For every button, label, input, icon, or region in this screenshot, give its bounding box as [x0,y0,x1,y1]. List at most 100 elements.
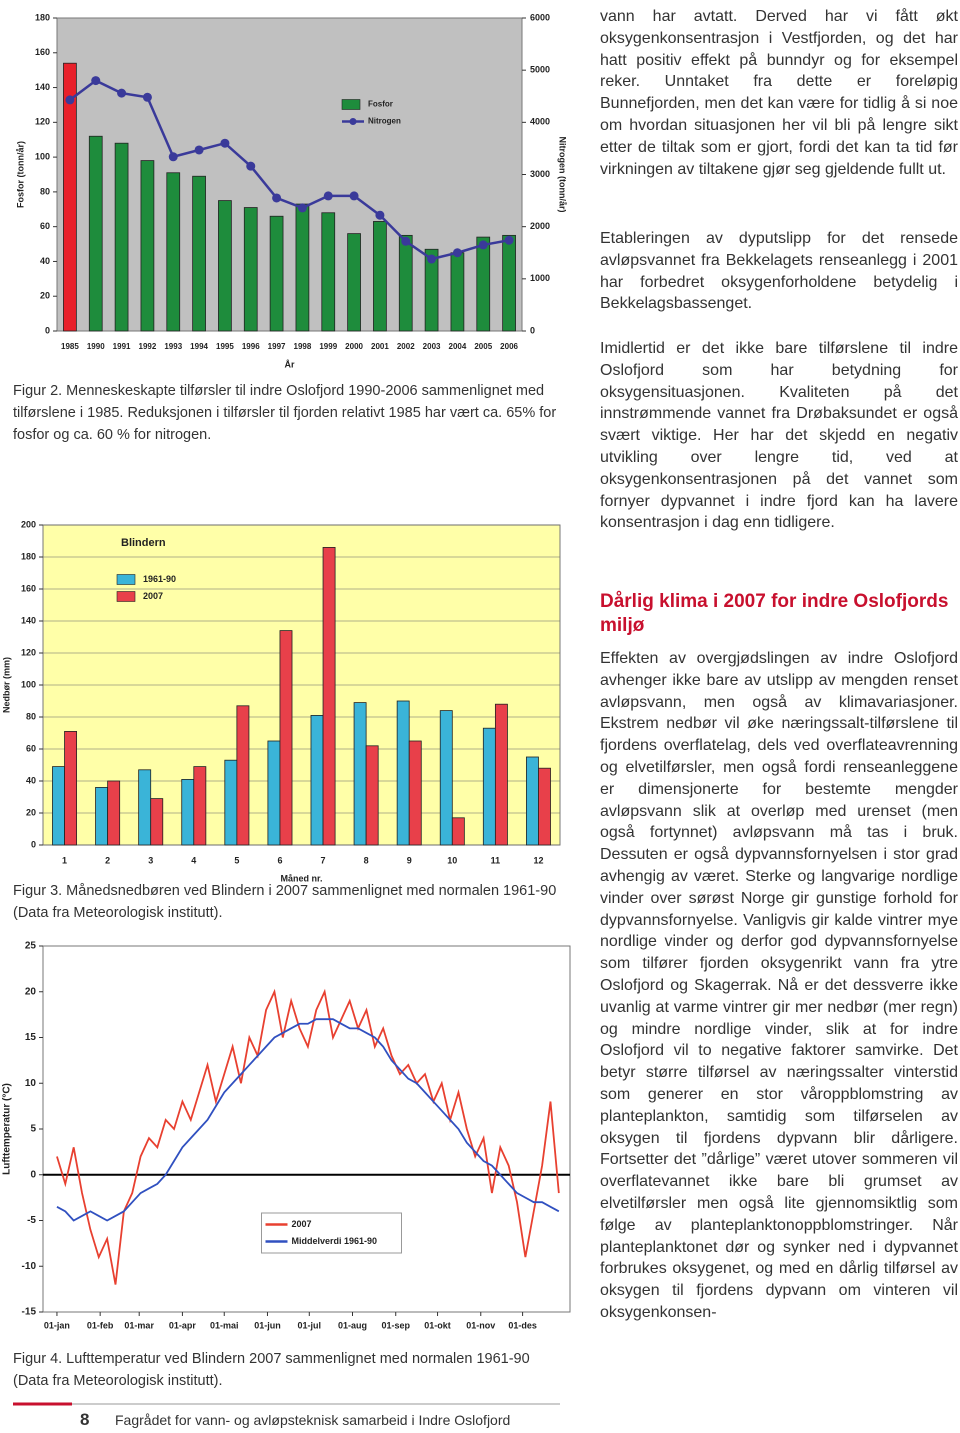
bar [347,233,361,332]
y-tick-label: 40 [26,775,36,785]
line-marker [246,161,256,171]
x-tick-label: 2001 [371,342,389,351]
y-tick-label: 140 [35,82,50,92]
y-tick-label: 40 [40,256,50,266]
bar [114,142,129,332]
bar [525,756,539,846]
paragraph: Effekten av overgjødslingen av indre Osl… [600,650,958,1321]
y-tick-label: 180 [35,12,50,22]
bar [181,779,195,846]
line-marker [91,76,101,86]
line-marker [220,138,230,148]
bar [224,759,238,846]
line-marker [452,248,462,258]
x-tick-label: 7 [321,855,326,865]
y-tick-label: 80 [40,186,50,196]
bar [476,236,491,332]
x-tick-label: 01-feb [87,1320,114,1330]
x-tick-label: 1991 [113,342,131,351]
x-tick-label: 01-jun [254,1320,281,1330]
bar [321,212,336,332]
x-tick-label: 5 [234,855,239,865]
line-marker [194,145,204,155]
x-tick-label: 3 [148,855,153,865]
y-tick-label: 160 [21,583,36,593]
bar [52,766,65,846]
x-tick-label: 01-des [508,1320,537,1330]
bar [267,740,281,846]
x-tick-label: 1990 [87,342,105,351]
line-marker [272,193,282,203]
section-heading: Dårlig klima i 2007 for indre Oslofjords… [600,591,949,636]
line-series [56,1018,560,1222]
legend-swatch [341,99,361,110]
bar [494,703,508,846]
x-tick-label: 2002 [397,342,415,351]
plot-area [56,17,523,332]
page-number: 8 [80,1410,90,1429]
y2-tick-label: 2000 [530,221,550,231]
x-tick-label: 01-okt [424,1320,451,1330]
x-tick-label: 01-nov [466,1320,495,1330]
y-tick-label: 180 [21,551,36,561]
y-tick-label: 60 [40,221,50,231]
x-tick-label: 1996 [242,342,260,351]
x-tick-label: 12 [533,855,543,865]
legend-label: Nitrogen [368,117,401,126]
bar [295,203,310,332]
x-tick-label: 1993 [164,342,182,351]
y-tick-label: 140 [21,615,36,625]
bar [365,745,379,846]
x-tick-label: 01-jul [298,1320,322,1330]
y-tick-label: 80 [26,711,36,721]
y2-tick-label: 1000 [530,273,550,283]
legend-label: 2007 [292,1219,312,1229]
y2-axis-label: Nitrogen (tonn/år) [558,137,568,213]
y2-tick-label: 5000 [530,65,550,75]
y-tick-label: 20 [25,986,37,997]
y-tick-label: 0 [31,839,36,849]
bar [450,252,465,332]
x-tick-label: 2000 [345,342,363,351]
footer-text: Fagrådet for vann- og avløpsteknisk sama… [115,1412,511,1428]
x-tick-label: 01-mar [124,1320,154,1330]
y-tick-label: -10 [22,1261,37,1272]
y2-tick-label: 6000 [530,12,550,22]
legend-label: Middelverdi 1961-90 [292,1236,378,1246]
y-tick-label: 100 [21,679,36,689]
y-tick-label: 5 [30,1124,36,1135]
bar [451,817,465,846]
bar [373,221,387,332]
bar [482,727,496,846]
x-tick-label: 1997 [268,342,286,351]
line-marker [375,210,385,220]
x-tick-label: 01-mai [210,1320,239,1330]
bar [322,547,336,846]
bar [408,740,422,846]
y-tick-label: 0 [45,325,50,335]
bar [140,160,155,332]
bar [279,630,293,846]
bar [107,780,121,846]
y-tick-label: 160 [35,47,50,57]
x-tick-label: 2006 [500,342,518,351]
line-marker [117,88,127,98]
x-tick-label: 01-apr [169,1320,197,1330]
x-tick-label: 1992 [139,342,157,351]
bar [138,769,152,846]
y-tick-label: 120 [21,647,36,657]
x-tick-label: 8 [364,855,369,865]
bar [502,234,516,332]
bar [236,705,250,846]
line-marker [349,191,359,201]
x-tick-label: 1995 [216,342,234,351]
line-marker [504,235,514,245]
y-axis-label: Lufttemperatur (°C) [2,1083,13,1175]
bar [353,702,367,846]
y-tick-label: 200 [21,519,36,529]
x-axis-label: Måned nr. [280,873,322,883]
figure-caption: Figur 4. Lufttemperatur ved Blindern 200… [13,1351,530,1389]
legend-swatch [349,118,357,125]
